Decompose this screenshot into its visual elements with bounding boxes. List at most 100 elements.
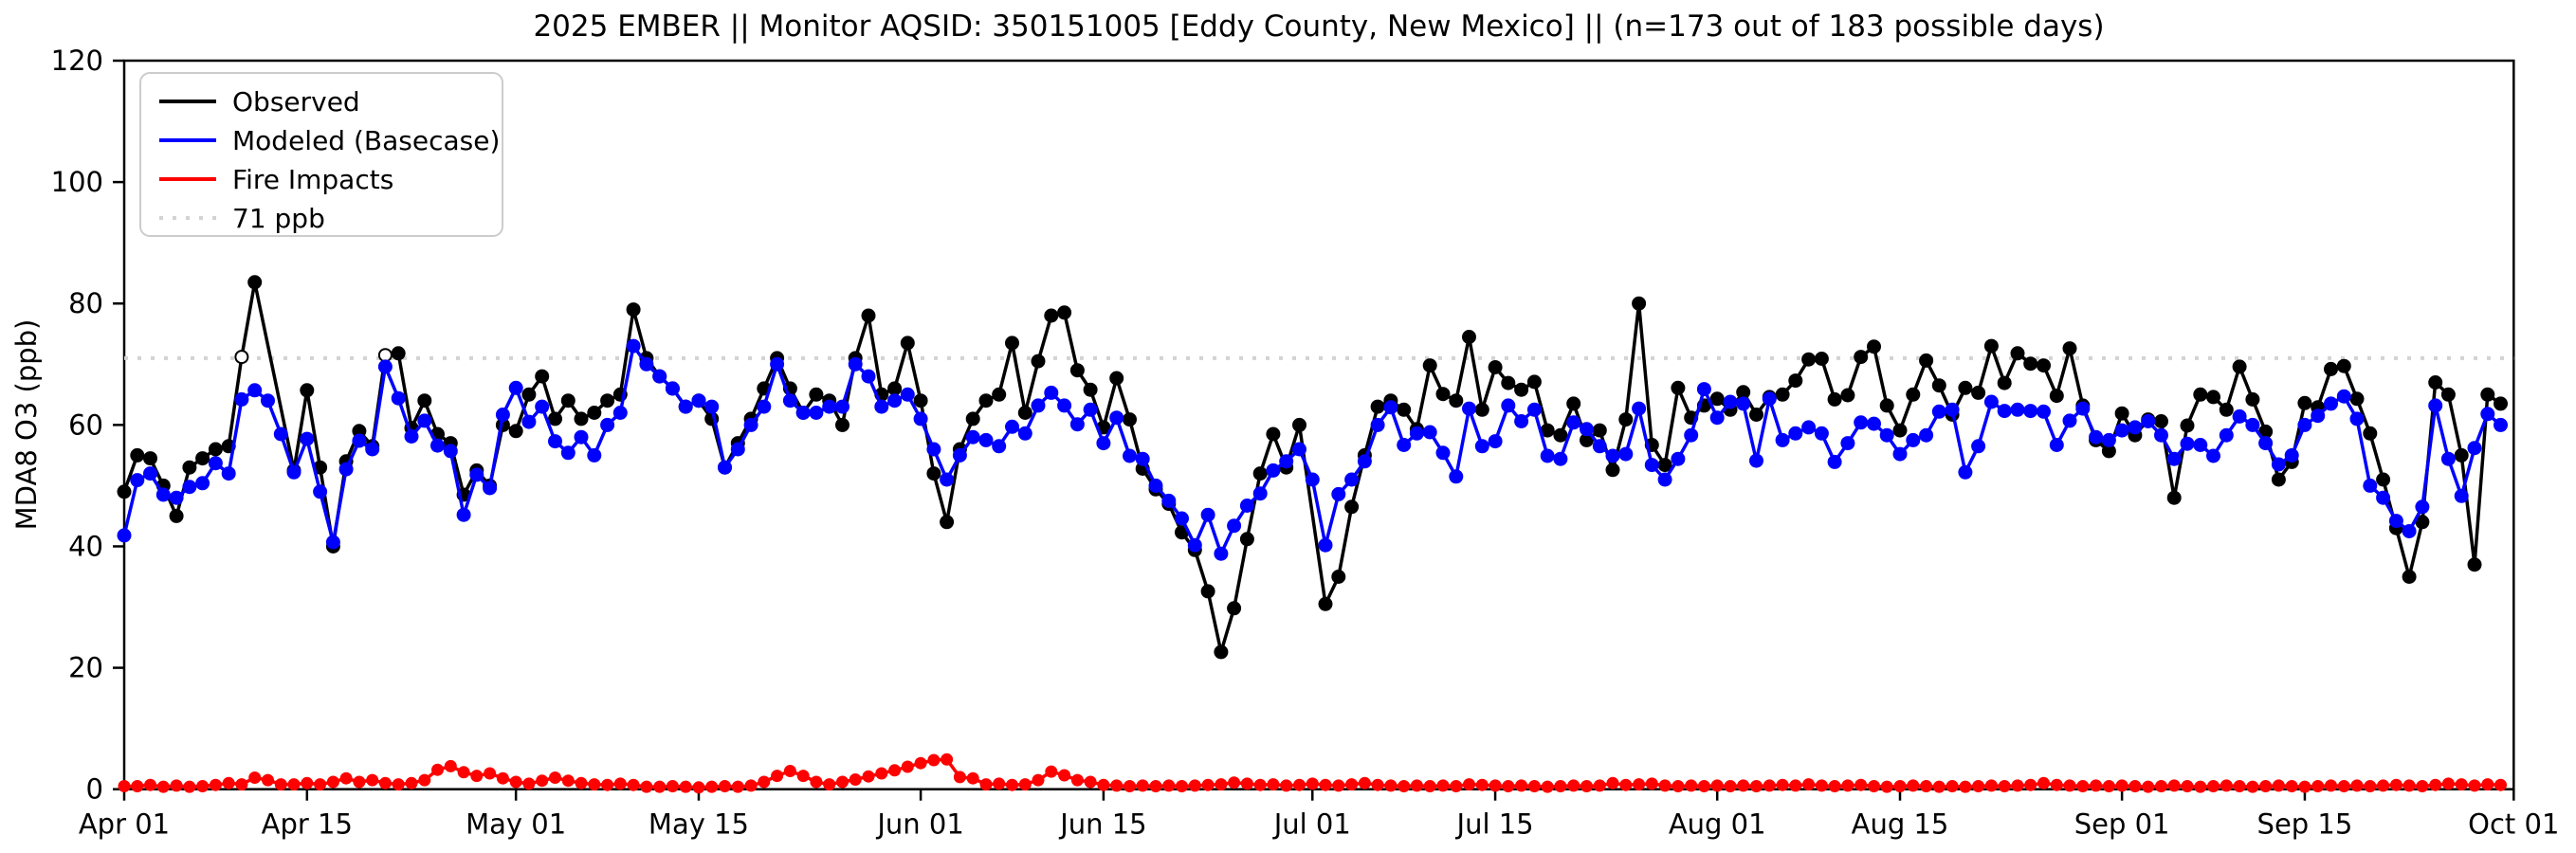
data-point <box>914 756 927 770</box>
data-point <box>2428 398 2443 413</box>
data-point <box>795 406 811 420</box>
data-point <box>1371 778 1384 791</box>
data-point <box>666 780 679 792</box>
data-point <box>182 460 197 475</box>
data-point <box>1435 387 1451 402</box>
data-point <box>2076 780 2090 792</box>
data-point <box>2467 441 2482 456</box>
data-point <box>1096 436 1111 451</box>
data-point <box>1318 596 1333 611</box>
data-point <box>117 528 132 543</box>
data-point <box>2075 401 2091 416</box>
data-point <box>2154 414 2168 428</box>
data-point <box>273 426 288 442</box>
legend-label: Fire Impacts <box>232 164 393 195</box>
data-point <box>1331 570 1346 584</box>
data-point <box>587 447 602 463</box>
data-point <box>2389 778 2402 791</box>
data-point <box>691 393 706 408</box>
data-point <box>391 346 406 361</box>
data-point <box>2402 779 2416 792</box>
data-point <box>1867 416 1881 431</box>
data-point <box>1828 780 1841 792</box>
data-point <box>1253 778 1267 791</box>
data-point <box>561 774 575 788</box>
data-point <box>2090 779 2103 792</box>
data-point <box>1200 507 1215 522</box>
data-point <box>1070 773 1084 787</box>
data-point <box>1776 778 1789 791</box>
data-point <box>783 765 796 777</box>
data-point <box>1252 486 1268 501</box>
data-point <box>247 275 263 290</box>
data-point <box>548 411 562 426</box>
data-point <box>1044 308 1059 323</box>
data-point <box>1932 780 1946 793</box>
data-point <box>522 777 536 790</box>
data-point <box>1006 778 1018 791</box>
data-point <box>1162 779 1176 792</box>
data-point <box>612 406 628 420</box>
data-point <box>2181 780 2194 792</box>
data-point <box>887 381 903 396</box>
data-point <box>1514 382 1529 397</box>
data-point <box>1501 375 1516 390</box>
y-tick-label: 100 <box>51 166 103 198</box>
data-point <box>692 781 705 794</box>
data-point <box>941 753 954 766</box>
data-point <box>2259 780 2273 792</box>
legend-label: Modeled (Basecase) <box>232 125 500 156</box>
data-point <box>1057 305 1072 320</box>
data-point <box>1566 396 1581 411</box>
data-point <box>2468 779 2481 792</box>
data-point <box>1058 769 1071 782</box>
data-point <box>2440 451 2456 466</box>
data-point <box>2180 436 2195 451</box>
data-point <box>209 778 222 791</box>
data-point <box>1709 391 1725 407</box>
data-point <box>1398 780 1411 792</box>
data-point <box>377 359 393 374</box>
data-point <box>443 444 458 459</box>
data-point <box>782 393 797 408</box>
data-point <box>2206 448 2220 463</box>
data-point <box>2297 417 2312 432</box>
data-point <box>1671 451 1686 466</box>
data-point <box>2377 779 2390 792</box>
data-point <box>978 393 994 408</box>
data-point <box>2402 524 2417 538</box>
data-point <box>1475 778 1489 791</box>
data-point <box>1958 464 1973 480</box>
data-point <box>1267 778 1280 791</box>
data-point <box>2311 780 2325 792</box>
data-point <box>325 535 340 550</box>
data-point <box>2037 776 2050 789</box>
data-point <box>1827 391 1842 407</box>
data-point <box>1789 779 1802 792</box>
data-point <box>679 780 692 793</box>
data-point <box>1971 385 1986 400</box>
data-point <box>1344 472 1360 487</box>
data-point <box>1854 350 1869 365</box>
data-point <box>1017 406 1032 420</box>
data-point <box>1697 780 1710 792</box>
data-point <box>2050 778 2063 791</box>
data-point <box>2062 341 2077 356</box>
data-point <box>1526 402 1542 417</box>
x-tick-label: Sep 15 <box>2257 808 2353 841</box>
data-point <box>2024 778 2037 791</box>
data-point <box>665 381 680 396</box>
data-point <box>1344 499 1360 515</box>
data-point <box>1723 394 1738 409</box>
data-point <box>2115 779 2128 792</box>
data-point <box>1332 779 1345 792</box>
data-point <box>1489 779 1502 792</box>
data-point <box>2101 432 2116 447</box>
data-point <box>391 390 406 406</box>
data-point <box>1045 765 1058 778</box>
data-point <box>2364 780 2377 792</box>
data-point <box>508 424 523 439</box>
data-point <box>1422 358 1437 373</box>
data-point <box>796 770 810 783</box>
data-point <box>1592 423 1607 438</box>
